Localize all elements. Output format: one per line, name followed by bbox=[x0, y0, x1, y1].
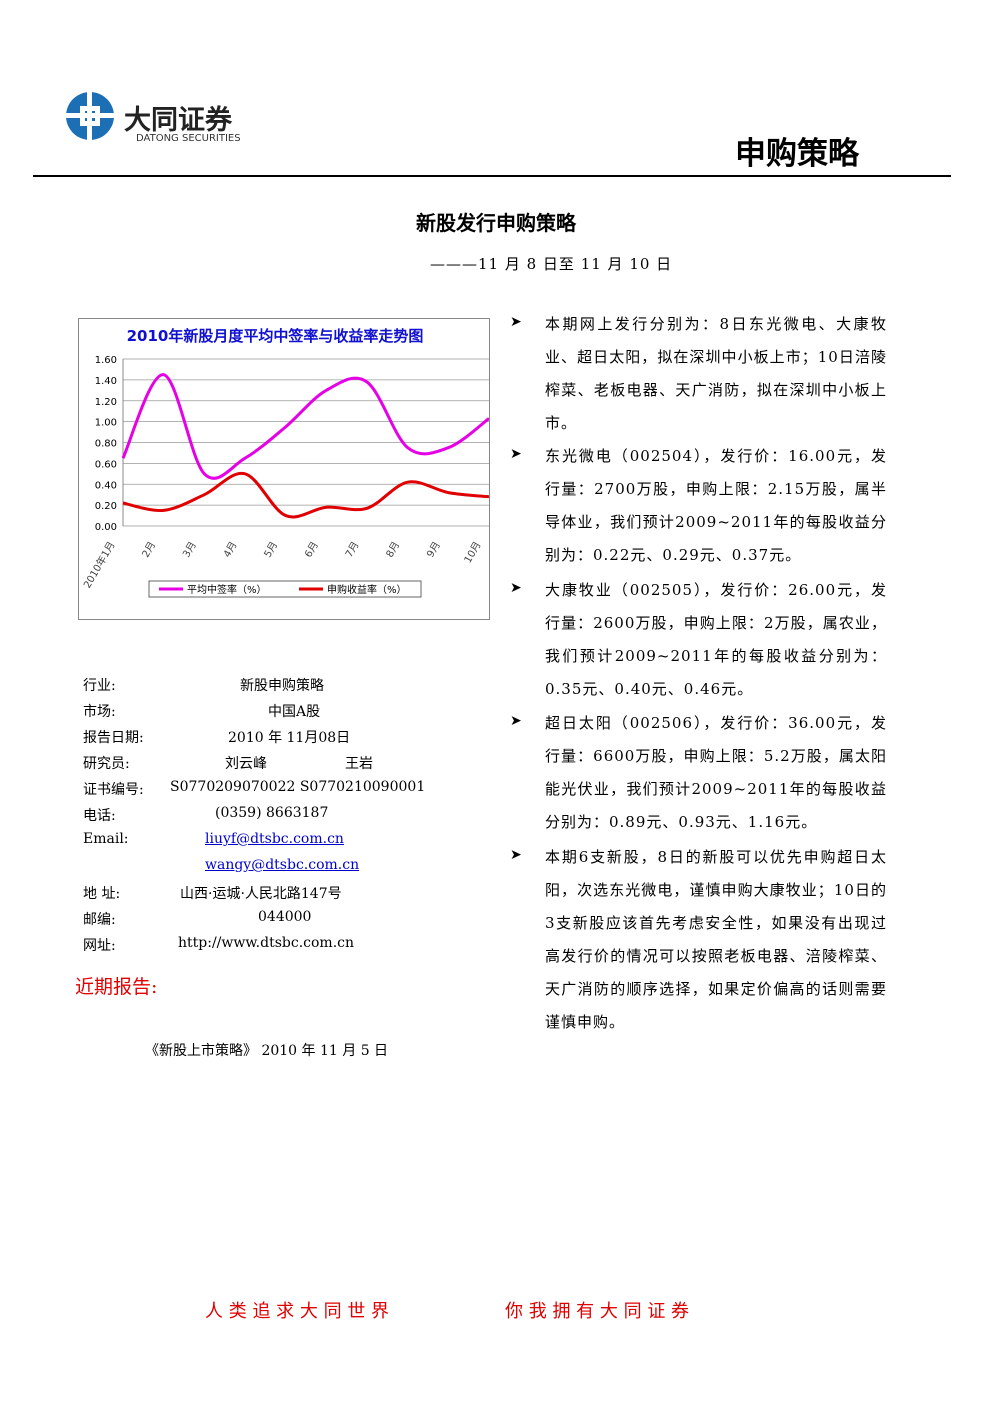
legend-label: 申购收益率（%） bbox=[327, 583, 407, 596]
info-value: 中国A股 bbox=[268, 704, 321, 720]
y-tick-label: 1.20 bbox=[95, 397, 117, 408]
info-value: 2010 年 11月08日 bbox=[228, 730, 351, 746]
x-tick-label: 10月 bbox=[462, 540, 484, 566]
info-value: liuyf@dtsbc.com.cn bbox=[205, 831, 344, 847]
x-tick-label: 6月 bbox=[302, 540, 321, 560]
info-label: 报告日期: bbox=[83, 730, 144, 746]
slogan: 人 类 追 求 大 同 世 界 bbox=[205, 1301, 390, 1322]
bullet-arrow: ➤ bbox=[510, 847, 522, 863]
info-value: 新股申购策略 bbox=[240, 678, 324, 694]
info-label: 网址: bbox=[83, 938, 116, 954]
bullet-text: 本期网上发行分别为：8日东光微电、大康牧业、超日太阳，拟在深圳中小板上市；10日… bbox=[545, 315, 887, 432]
chart: 2010年新股月度平均中签率与收益率走势图 0.00 0.20 0.40 0.60 0.… bbox=[78, 318, 490, 620]
info-label: 电话: bbox=[83, 808, 116, 824]
section-title: 申购策略 bbox=[735, 136, 859, 172]
x-tick-label: 2010年1月 bbox=[80, 539, 117, 590]
legend-label: 平均中签率（%） bbox=[187, 583, 267, 596]
bullet-text: 东光微电（002504），发行价：16.00元，发行量：2700万股，申购上限：… bbox=[545, 447, 887, 564]
info-value: 王岩 bbox=[345, 756, 373, 772]
doc-subtitle: ———11 月 8 日至 11 月 10 日 bbox=[430, 255, 673, 273]
info-label: 市场: bbox=[83, 704, 116, 720]
bullet-text: 本期6支新股，8日的新股可以优先申购超日太阳，次选东光微电，谨慎申购大康牧业；1… bbox=[545, 848, 887, 1031]
y-tick-label: 0.60 bbox=[95, 459, 117, 470]
y-tick-label: 0.40 bbox=[95, 480, 117, 491]
chart-title: 2010年新股月度平均中签率与收益率走势图 bbox=[127, 327, 424, 345]
logo-cn: 大同证券 bbox=[124, 105, 232, 136]
info-label: Email: bbox=[83, 831, 129, 847]
x-tick-label: 3月 bbox=[180, 540, 199, 560]
info-value: S0770209070022 S0770210090001 bbox=[170, 779, 426, 795]
x-tick-label: 9月 bbox=[424, 540, 443, 560]
info-label: 邮编: bbox=[83, 912, 116, 928]
y-tick-label: 1.40 bbox=[95, 376, 117, 387]
logo-icon bbox=[64, 90, 116, 142]
y-tick-label: 0.00 bbox=[95, 522, 117, 533]
y-tick-label: 1.60 bbox=[95, 355, 117, 366]
bullet-arrow: ➤ bbox=[510, 713, 522, 729]
slogan: 你 我 拥 有 大 同 证 券 bbox=[505, 1301, 690, 1322]
info-value: 山西·运城·人民北路147号 bbox=[180, 886, 342, 902]
bullet-text: 大康牧业（002505），发行价：26.00元，发行量：2600万股，申购上限：… bbox=[545, 581, 887, 698]
info-label: 地 址: bbox=[83, 886, 121, 902]
rule bbox=[33, 175, 951, 177]
doc-title: 新股发行申购策略 bbox=[416, 211, 576, 235]
info-label: 证书编号: bbox=[83, 782, 144, 798]
y-tick-label: 0.80 bbox=[95, 439, 117, 450]
info-value: (0359) 8663187 bbox=[215, 805, 329, 821]
info-value: 044000 bbox=[258, 909, 312, 925]
line bbox=[122, 471, 489, 519]
y-tick-label: 0.20 bbox=[95, 501, 117, 512]
y-tick-label: 1.00 bbox=[95, 418, 117, 429]
bullet-arrow: ➤ bbox=[510, 446, 522, 462]
x-tick-label: 8月 bbox=[384, 540, 403, 560]
legend-box bbox=[148, 580, 422, 598]
recent-heading: 近期报告: bbox=[75, 976, 158, 998]
x-tick-label: 7月 bbox=[343, 540, 362, 560]
bullet-arrow: ➤ bbox=[510, 314, 522, 330]
info-label: 研究员: bbox=[83, 756, 130, 772]
bullet-arrow: ➤ bbox=[510, 580, 522, 596]
info-value: http://www.dtsbc.com.cn bbox=[178, 935, 354, 951]
x-tick-label: 4月 bbox=[221, 540, 240, 560]
info-value: 刘云峰 bbox=[225, 756, 267, 772]
logo-en: DATONG SECURITIES bbox=[136, 133, 241, 144]
bullet-text: 超日太阳（002506），发行价：36.00元，发行量：6600万股，申购上限：… bbox=[545, 714, 887, 831]
x-tick-label: 5月 bbox=[262, 540, 281, 560]
recent-item: 《新股上市策略》 2010 年 11 月 5 日 bbox=[145, 1043, 389, 1059]
info-value: wangy@dtsbc.com.cn bbox=[205, 857, 360, 873]
info-label: 行业: bbox=[83, 678, 116, 694]
x-tick-label: 2月 bbox=[140, 540, 159, 560]
line bbox=[121, 373, 489, 480]
